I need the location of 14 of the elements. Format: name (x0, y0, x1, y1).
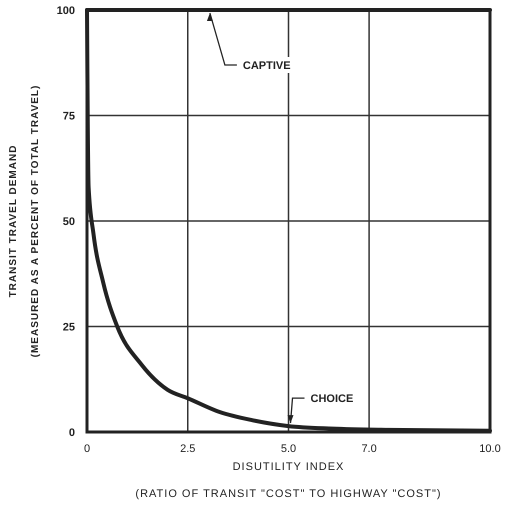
text: CAPTIVE (242, 60, 291, 72)
x-tick-label: 0 (84, 443, 90, 455)
y-tick-label: 50 (62, 216, 75, 228)
text: DISUTILITY INDEX (RATIO OF TRANSIT "COST" TO HIGHWAY "COST") (135, 461, 442, 500)
x-tick-label: 7.0 (361, 443, 377, 455)
x-tick-label: 2.5 (180, 443, 196, 455)
x-tick-label: 5.0 (280, 443, 296, 455)
y-axis-title: TRANSIT TRAVEL DEMAND (MEASURED AS A PERCENT OF TOTAL TRAVEL) (8, 84, 41, 358)
y-tick-label: 0 (68, 427, 75, 439)
text: CHOICE (310, 393, 354, 406)
y-tick-label: 25 (62, 322, 75, 334)
y-tick-label: 75 (62, 110, 75, 122)
y-tick-label: 100 (56, 5, 75, 17)
x-tick-label: 10.0 (479, 443, 501, 455)
